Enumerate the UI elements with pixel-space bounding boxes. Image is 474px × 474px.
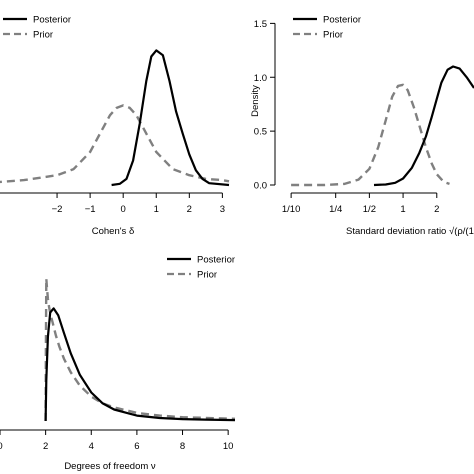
y-tick-label: 1.5 <box>254 19 267 30</box>
x-tick-label: 4 <box>89 441 94 452</box>
legend-label-posterior: Posterior <box>33 15 71 26</box>
x-axis-degrees-of-freedom: 0 2 4 6 8 10 <box>0 429 234 452</box>
y-axis-title-sd-ratio: Density <box>250 85 261 117</box>
legend-label-posterior: Posterior <box>323 15 361 26</box>
x-tick-label: 0 <box>121 204 126 215</box>
curves-cohens-delta <box>0 49 230 187</box>
x-axis-title-degrees-of-freedom: Degrees of freedom ν <box>64 461 156 472</box>
x-axis-title-sd-ratio: Standard deviation ratio √(ρ/(1 − <box>346 226 474 237</box>
legend-label-prior: Prior <box>33 30 53 41</box>
x-tick-label: 3 <box>220 204 225 215</box>
legend-label-posterior: Posterior <box>197 255 235 266</box>
panel-sd-ratio: 1/10 1/4 1/2 1 2 0.0 0.5 1.0 1.5 Standard devia… <box>250 15 474 237</box>
curves-sd-ratio <box>291 65 474 187</box>
legend-cohens-delta: Posterior Prior <box>3 15 71 41</box>
x-tick-label: 1/4 <box>329 204 342 215</box>
y-tick-label: 0.0 <box>254 181 267 192</box>
legend-sd-ratio: Posterior Prior <box>293 15 361 41</box>
x-tick-label: 1 <box>154 204 159 215</box>
x-tick-label: 6 <box>134 441 139 452</box>
x-axis-title-cohens-delta: Cohen's δ <box>92 226 135 237</box>
legend-degrees-of-freedom: Posterior Prior <box>167 255 235 281</box>
x-tick-label: 2 <box>434 204 439 215</box>
legend-label-prior: Prior <box>197 270 217 281</box>
x-tick-label: 0 <box>0 441 3 452</box>
x-tick-label: 8 <box>180 441 185 452</box>
legend-label-prior: Prior <box>323 30 343 41</box>
x-tick-label: 1/10 <box>282 204 301 215</box>
x-tick-label: 2 <box>43 441 48 452</box>
x-axis-sd-ratio: 1/10 1/4 1/2 1 2 <box>282 192 439 215</box>
y-tick-label: 0.5 <box>254 127 267 138</box>
x-tick-label: −2 <box>52 204 63 215</box>
x-tick-label: 10 <box>223 441 234 452</box>
panel-degrees-of-freedom: 0 2 4 6 8 10 Degrees of freedom ν Posterior P… <box>0 255 236 472</box>
series-line-prior-sd-ratio <box>291 83 450 187</box>
series-line-prior-cohens-delta <box>0 104 230 184</box>
series-line-posterior-degrees-of-freedom <box>44 307 236 422</box>
series-line-prior-degrees-of-freedom <box>44 277 236 422</box>
series-line-posterior-sd-ratio <box>373 65 474 187</box>
x-tick-label: 2 <box>187 204 192 215</box>
x-tick-label: 1/2 <box>363 204 376 215</box>
y-tick-label: 1.0 <box>254 73 267 84</box>
y-axis-sd-ratio: 0.0 0.5 1.0 1.5 <box>254 19 276 192</box>
series-line-posterior-cohens-delta <box>111 49 230 187</box>
x-tick-label: 1 <box>400 204 405 215</box>
x-tick-label: −1 <box>85 204 96 215</box>
curves-degrees-of-freedom <box>44 277 236 422</box>
